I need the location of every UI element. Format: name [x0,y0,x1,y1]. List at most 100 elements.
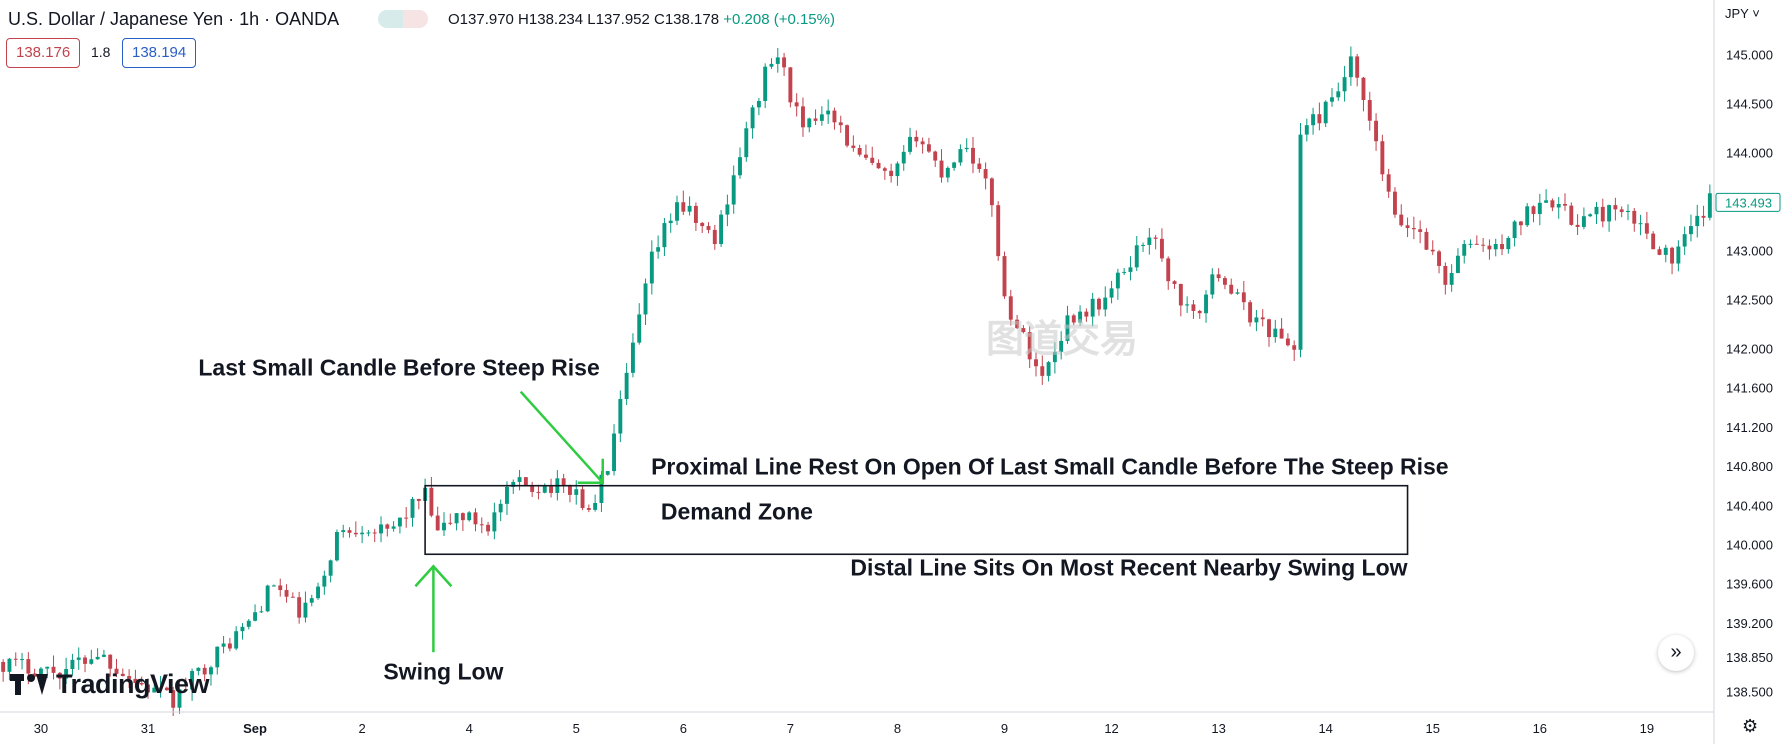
candle-body [977,163,982,170]
candle-body [1588,214,1593,217]
candle-body [870,157,875,163]
candle-body [1078,311,1083,323]
tradingview-logo[interactable]: TradingView [10,666,210,702]
price-axis: 138.500 138.850 139.200 139.600 140.000 140.4… [1713,0,1781,744]
candle-body [1027,332,1032,360]
candle-body [1455,255,1460,273]
candle-body [259,611,264,613]
candle-body [127,676,132,679]
candle-body [643,283,648,315]
candle-body [1544,200,1549,203]
candle-body [290,596,295,598]
price-tick-label: 144.000 [1726,146,1773,161]
candle-body [1273,328,1278,338]
candle-body [1254,317,1259,323]
candle-body [234,631,239,649]
sell-price-button[interactable]: 138.176 [6,38,81,68]
candle-body [851,145,856,148]
candle-body [964,147,969,150]
toggle-left [378,10,403,28]
candle-body [278,585,283,591]
candle-body [1216,274,1221,279]
candle-body [416,498,421,501]
candle-body [889,170,894,177]
candle-body [725,204,730,215]
symbol-title[interactable]: U.S. Dollar / Japanese Yen · 1h · OANDA [8,9,340,29]
candle-body [901,151,906,164]
candle-body [1701,215,1706,218]
candle-body [1651,233,1656,250]
settings-icon[interactable]: ⚙ [1742,716,1759,736]
market-status-toggle[interactable] [378,10,428,28]
price-tick-label: 139.200 [1726,616,1773,631]
last-price-label: 143.493 [1725,195,1772,210]
price-tick-label: 140.400 [1726,498,1773,513]
candle-body [1468,243,1473,245]
candle-body [442,522,446,531]
candle-body [1556,203,1561,208]
candle-body [1474,243,1479,245]
last-candle-arrowhead [577,458,604,484]
candle-body [366,532,371,534]
candle-body [530,486,535,492]
candle-body [139,682,144,685]
candle-body [719,214,724,245]
time-tick-label: 12 [1104,721,1118,736]
currency-selector[interactable]: JPY ˅ [1725,6,1760,21]
candle-body [1248,302,1253,323]
watermark: 图道交易 [986,317,1138,361]
candle-body [1670,247,1675,264]
candle-body [1279,328,1284,339]
scroll-to-realtime-button[interactable]: » [1658,635,1694,671]
candle-body [1330,97,1334,102]
tradingview-logo-icon [10,671,50,697]
candle-body [1292,345,1297,350]
candle-body [933,151,938,161]
candle-body [240,626,245,632]
candles [1,46,1712,716]
candle-body [57,672,62,679]
candle-body [675,202,679,221]
time-tick-label: 30 [34,721,48,736]
price-tick-label: 141.200 [1726,420,1773,435]
candle-body [1122,271,1127,273]
candle-body [536,491,541,493]
candle-body [1367,100,1372,121]
candle-body [618,399,623,434]
last-candle-arrow [519,390,604,484]
candle-body [385,524,390,529]
candle-body [1657,249,1662,255]
candle-body [1084,311,1089,317]
candle-body [1437,251,1441,266]
candle-body [1002,256,1007,297]
candle-body [190,670,195,690]
candle-body [775,57,780,64]
candle-body [1128,267,1133,272]
candle-body [1178,283,1183,306]
candle-body [668,220,673,224]
candle-body [1607,205,1612,222]
candle-body [1600,206,1605,222]
candle-body [498,503,503,513]
candle-body [70,659,75,669]
time-tick-label: 16 [1533,721,1547,736]
candle-body [379,524,383,534]
candle-body [360,532,365,535]
candle-body [517,477,522,482]
proximal-line-label: Proximal Line Rest On Open Of Last Small… [651,454,1449,480]
distal-line-label: Distal Line Sits On Most Recent Nearby S… [850,554,1407,580]
time-tick-label: 19 [1640,721,1654,736]
price-tick-label: 143.000 [1726,244,1773,259]
candle-body [838,122,843,126]
candle-body [1424,231,1429,250]
candle-body [1304,125,1309,135]
candle-body [1034,359,1038,367]
buy-price-button[interactable]: 138.194 [122,38,197,68]
candle-body [1090,298,1095,317]
price-tick-label: 139.600 [1726,577,1773,592]
candle-body [51,666,56,673]
price-tick-label: 145.000 [1726,48,1773,63]
candle-body [958,149,963,163]
candle-body [763,66,768,101]
